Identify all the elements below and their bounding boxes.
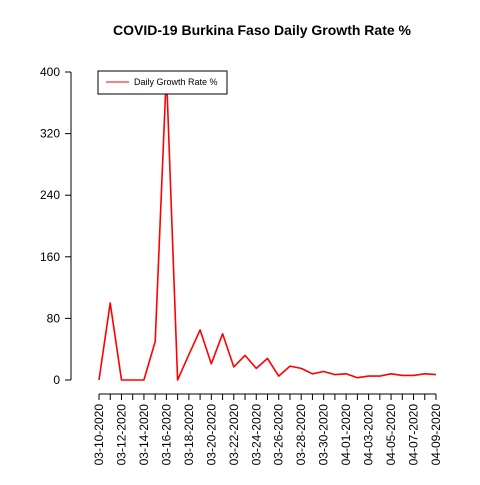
x-tick-label: 03-14-2020 bbox=[137, 404, 151, 466]
y-tick-label: 160 bbox=[40, 250, 60, 264]
x-tick-label: 04-03-2020 bbox=[362, 404, 376, 466]
y-axis: 0 80 160 240 320 400 bbox=[40, 65, 72, 387]
x-tick-label: 04-09-2020 bbox=[429, 404, 443, 466]
x-tick-label: 03-28-2020 bbox=[294, 404, 308, 466]
x-tick-label: 03-22-2020 bbox=[227, 404, 241, 466]
y-tick-label: 0 bbox=[53, 373, 60, 387]
chart-title: COVID-19 Burkina Faso Daily Growth Rate … bbox=[113, 22, 412, 38]
legend-box bbox=[97, 70, 228, 95]
y-tick-label: 320 bbox=[40, 127, 60, 141]
x-tick-label: 03-10-2020 bbox=[92, 404, 106, 466]
x-tick-label: 04-07-2020 bbox=[407, 404, 421, 466]
legend-label-daily-growth-rate: Daily Growth Rate % bbox=[134, 77, 218, 87]
legend: Daily Growth Rate % bbox=[97, 70, 228, 95]
y-tick-label: 80 bbox=[47, 311, 61, 325]
x-tick-label: 03-16-2020 bbox=[159, 404, 173, 466]
x-tick-label: 03-18-2020 bbox=[182, 404, 196, 466]
y-tick-label: 240 bbox=[40, 188, 60, 202]
x-tick-label: 03-30-2020 bbox=[317, 404, 331, 466]
x-tick-label: 04-01-2020 bbox=[339, 404, 353, 466]
x-tick-label: 03-20-2020 bbox=[204, 404, 218, 466]
series-line-daily-growth-rate bbox=[98, 71, 437, 381]
y-tick-label: 400 bbox=[40, 65, 60, 79]
x-tick-label: 03-24-2020 bbox=[249, 404, 263, 466]
x-axis: 03-10-2020 03-12-2020 03-14-2020 03-16-2020… bbox=[92, 393, 443, 466]
x-tick-label: 03-12-2020 bbox=[114, 404, 128, 466]
series-layer bbox=[98, 71, 437, 381]
x-tick-label: 03-26-2020 bbox=[272, 404, 286, 466]
x-tick-label: 04-05-2020 bbox=[384, 404, 398, 466]
